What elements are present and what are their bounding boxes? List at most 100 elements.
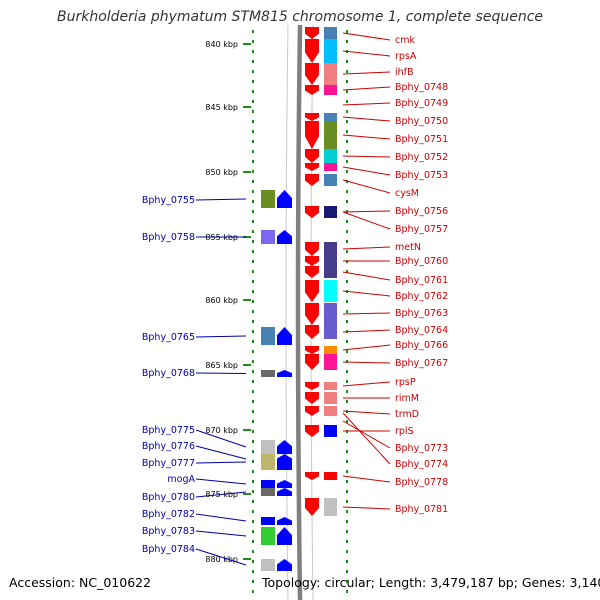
tick-mark — [346, 540, 348, 543]
label-leader — [195, 548, 247, 566]
tick-mark — [252, 520, 254, 523]
reverse-gene-label: Bphy_0753 — [395, 170, 448, 181]
topology-label: Topology: circular; Length: 3,479,187 bp… — [262, 575, 600, 590]
scale-label: 845 kbp — [205, 103, 238, 112]
scale-tick — [243, 236, 251, 238]
label-leader — [342, 102, 391, 106]
reverse-gene-label: cysM — [395, 188, 419, 199]
tick-mark — [346, 120, 348, 123]
tick-mark — [346, 150, 348, 153]
tick-mark — [252, 100, 254, 103]
tick-mark — [252, 420, 254, 423]
scale-tick — [243, 493, 251, 495]
forward-arrow — [277, 454, 292, 470]
gene-block — [324, 113, 337, 121]
gene-block — [324, 498, 337, 516]
reverse-gene-label: rpsP — [395, 377, 416, 388]
tick-mark — [346, 200, 348, 203]
reverse-arrow — [305, 27, 319, 39]
label-leader — [342, 329, 391, 333]
scale-label: 840 kbp — [205, 40, 238, 49]
tick-mark — [346, 530, 348, 533]
tick-mark — [346, 480, 348, 483]
tick-mark — [252, 120, 254, 123]
scale-tick — [243, 558, 251, 560]
forward-gene-label: Bphy_0758 — [142, 232, 195, 243]
tick-mark — [252, 390, 254, 393]
gene-block — [324, 63, 337, 85]
reverse-gene-label: Bphy_0757 — [395, 224, 448, 235]
gene-block — [324, 266, 337, 278]
reverse-gene-label: Bphy_0748 — [395, 82, 448, 93]
label-leader — [342, 50, 391, 57]
forward-arrow — [277, 190, 292, 208]
scale-tick — [243, 43, 251, 45]
tick-mark — [252, 160, 254, 163]
reverse-gene-label: trmD — [395, 409, 419, 420]
tick-mark — [346, 390, 348, 393]
tick-mark — [252, 80, 254, 83]
gene-block — [261, 559, 275, 571]
gene-block — [324, 163, 337, 171]
label-leader — [342, 32, 391, 41]
scale-label: 850 kbp — [205, 168, 238, 177]
scale-tick — [243, 171, 251, 173]
tick-mark — [252, 60, 254, 63]
tick-mark — [346, 250, 348, 253]
tick-mark — [252, 440, 254, 443]
reverse-arrow — [305, 354, 319, 370]
tick-mark — [252, 320, 254, 323]
reverse-gene-label: Bphy_0773 — [395, 443, 448, 454]
tick-mark — [346, 490, 348, 493]
forward-gene-label: Bphy_0765 — [142, 332, 195, 343]
reverse-arrow — [305, 242, 319, 256]
reverse-arrow — [305, 149, 319, 163]
tick-marks — [252, 30, 348, 593]
label-leader — [342, 344, 391, 351]
reverse-arrow — [305, 121, 319, 149]
reverse-gene-label: Bphy_0781 — [395, 504, 448, 515]
forward-gene-label: Bphy_0784 — [142, 544, 195, 555]
label-leader — [195, 461, 247, 464]
forward-arrow — [277, 559, 292, 571]
tick-mark — [346, 550, 348, 553]
gene-block — [324, 256, 337, 266]
gene-block — [324, 346, 337, 354]
label-leader — [342, 361, 391, 364]
tick-mark — [346, 190, 348, 193]
reverse-arrow — [305, 303, 319, 325]
tick-mark — [346, 170, 348, 173]
tick-mark — [252, 310, 254, 313]
tick-mark — [252, 430, 254, 433]
tick-mark — [252, 230, 254, 233]
tick-mark — [346, 560, 348, 563]
tick-mark — [252, 130, 254, 133]
tick-mark — [252, 360, 254, 363]
gene-block — [261, 190, 275, 208]
tick-mark — [346, 590, 348, 593]
tick-mark — [252, 50, 254, 53]
scale-tick — [243, 364, 251, 366]
tick-mark — [252, 110, 254, 113]
accession-label: Accession: NC_010622 — [9, 575, 152, 590]
reverse-gene-label: rimM — [395, 393, 419, 404]
reverse-arrow — [305, 174, 319, 186]
tick-mark — [252, 580, 254, 583]
tick-mark — [346, 580, 348, 583]
label-leader — [342, 381, 391, 387]
tick-mark — [252, 260, 254, 263]
tick-mark — [252, 400, 254, 403]
tick-mark — [252, 270, 254, 273]
gene-block — [324, 85, 337, 95]
tick-mark — [346, 520, 348, 523]
tick-mark — [252, 330, 254, 333]
tick-mark — [252, 350, 254, 353]
reverse-arrow — [305, 425, 319, 437]
tick-mark — [346, 240, 348, 243]
gene-block — [324, 472, 337, 480]
label-leader — [342, 246, 391, 250]
gene-block — [261, 230, 275, 244]
tick-mark — [252, 510, 254, 513]
reverse-gene-label: metN — [395, 242, 421, 253]
